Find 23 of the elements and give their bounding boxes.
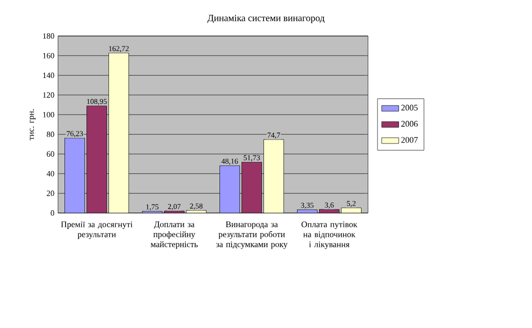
- y-axis-title: тис. грн.: [30, 109, 36, 140]
- legend-label: 2005: [401, 104, 418, 110]
- legend-label: 2006: [401, 120, 418, 127]
- y-tick-label: 120: [43, 92, 54, 98]
- bar: [86, 106, 107, 213]
- y-tick-label: 180: [43, 33, 54, 39]
- y-tick-label: 20: [46, 190, 54, 196]
- y-tick-label: 60: [46, 151, 54, 157]
- x-tick-label: Оплата путівок на відпочинок і лікування: [302, 222, 358, 249]
- bar: [108, 52, 129, 213]
- x-tick-label: Доплати за професійну майстерність: [150, 222, 198, 249]
- y-tick-label: 140: [43, 72, 54, 78]
- x-tick-label: Премії за досягнуті результати: [61, 222, 133, 239]
- y-tick-label: 40: [46, 170, 54, 176]
- chart-title: Динаміка системи винагород: [207, 14, 324, 24]
- bar: [264, 139, 284, 213]
- legend-label: 2007: [401, 137, 418, 143]
- y-tick-label: 160: [43, 52, 54, 58]
- bar: [242, 162, 262, 213]
- y-tick-label: 0: [50, 210, 54, 216]
- y-tick-label: 80: [46, 132, 54, 138]
- x-tick-label: Винагорода за результати роботи за підсумками року: [216, 222, 288, 249]
- y-tick-label: 100: [43, 112, 54, 118]
